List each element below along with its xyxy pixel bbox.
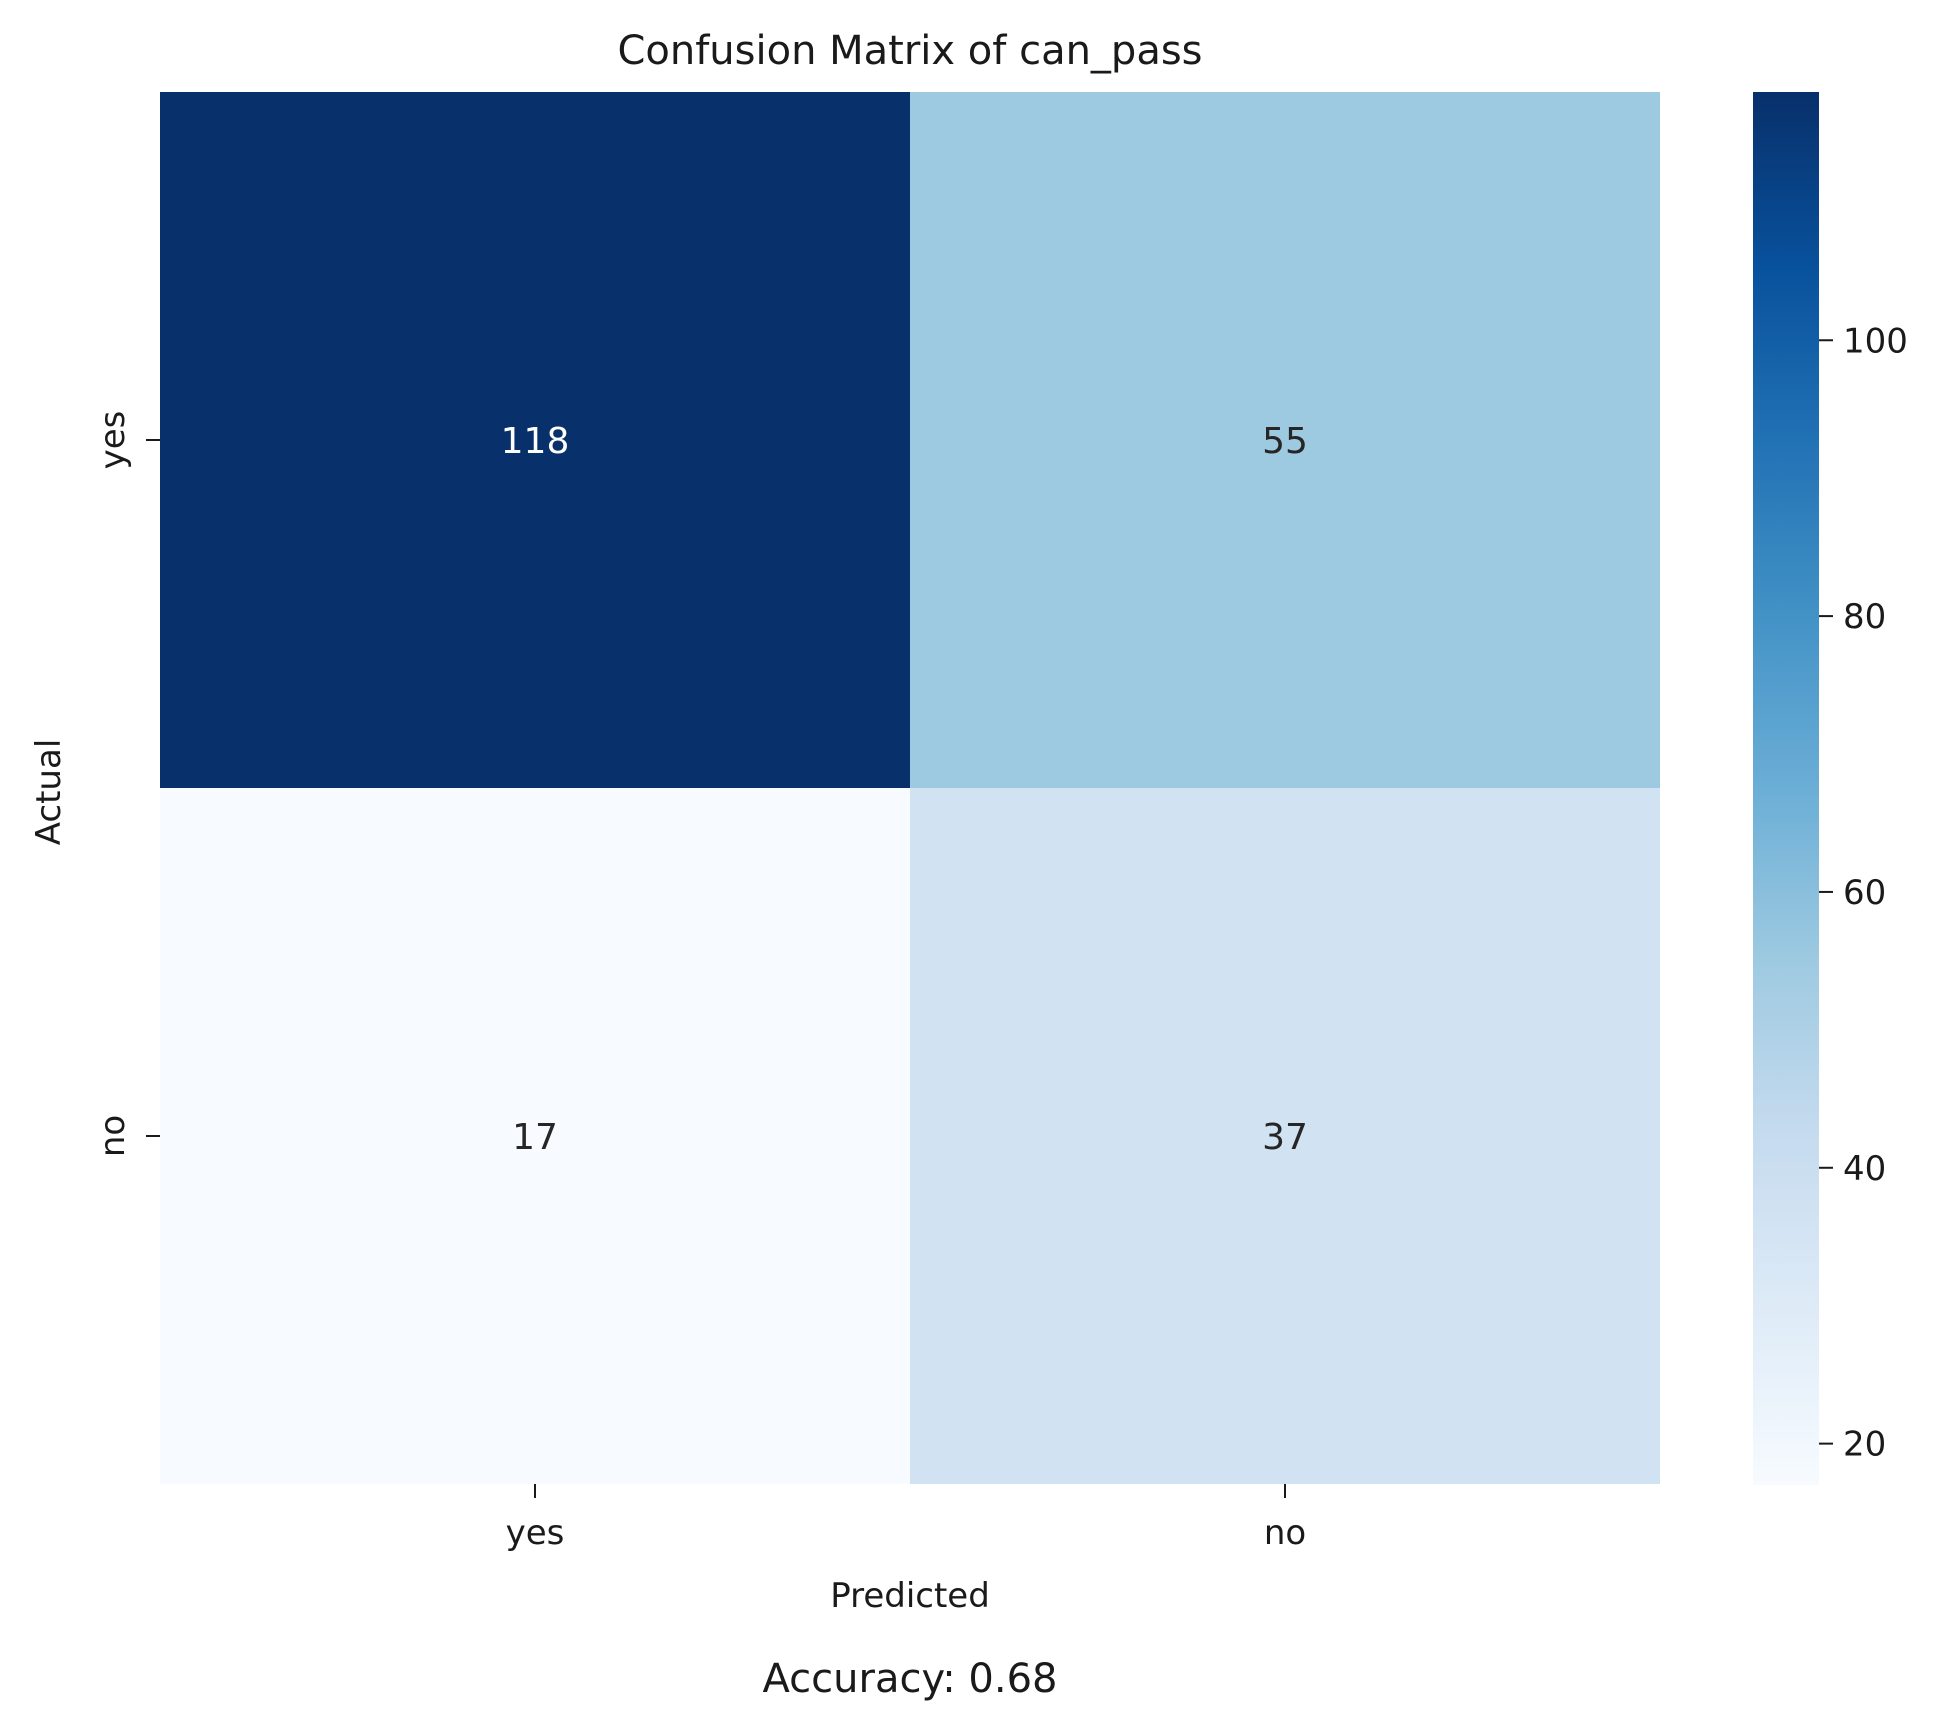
colorbar-ticks: 20 40 60 80 100: [1819, 321, 1908, 1465]
x-tick-label: yes: [506, 1513, 565, 1553]
colorbar-tick-label: 60: [1843, 873, 1886, 913]
x-axis-label: Predicted: [830, 1576, 990, 1616]
accuracy-footer: Accuracy: 0.68: [763, 1656, 1058, 1702]
cell-value-label: 17: [512, 1117, 558, 1158]
y-tick-label: no: [93, 1115, 133, 1157]
heatmap-cells: [160, 92, 1660, 1484]
chart-title: Confusion Matrix of can_pass: [617, 28, 1202, 74]
y-tick-label: yes: [93, 411, 133, 470]
y-axis-label: Actual: [29, 739, 69, 846]
colorbar-tick-label: 40: [1843, 1149, 1886, 1189]
cell-annotations: 118 55 17 37: [501, 421, 1308, 1158]
colorbar-tick-label: 100: [1843, 321, 1908, 361]
x-tick-label: no: [1264, 1513, 1306, 1553]
cell-value-label: 55: [1262, 421, 1308, 462]
heatmap-cell-no-yes: [160, 788, 910, 1484]
colorbar: [1753, 92, 1819, 1485]
heatmap-cell-yes-no: [910, 92, 1660, 788]
cell-value-label: 37: [1262, 1117, 1308, 1158]
colorbar-tick-label: 80: [1843, 597, 1886, 637]
x-axis-ticks: yes no: [506, 1484, 1306, 1553]
cell-value-label: 118: [501, 421, 570, 462]
heatmap-cell-no-no: [910, 788, 1660, 1484]
y-axis-ticks: yes no: [93, 411, 160, 1157]
heatmap-cell-yes-yes: [160, 92, 910, 788]
colorbar-tick-label: 20: [1843, 1425, 1886, 1465]
